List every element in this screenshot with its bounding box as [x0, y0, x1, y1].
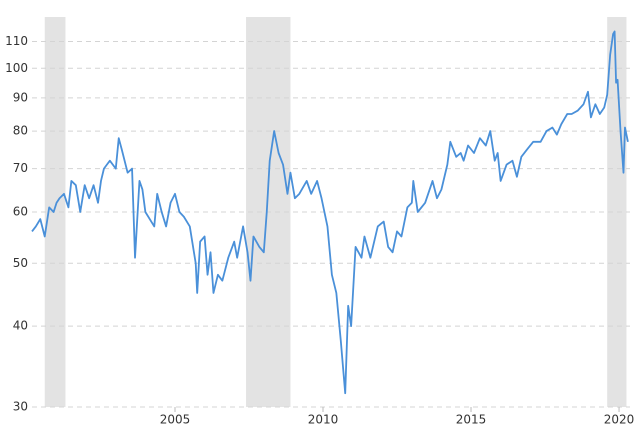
recession-band	[44, 17, 66, 407]
y-tick-label: 40	[13, 319, 28, 333]
y-tick-label: 50	[13, 256, 28, 270]
y-tick-label: 110	[5, 34, 28, 48]
x-tick-label: 2015	[456, 413, 487, 427]
y-tick-label: 60	[13, 205, 28, 219]
y-tick-label: 30	[13, 400, 28, 414]
y-tick-label: 80	[13, 124, 28, 138]
x-tick-label: 2005	[160, 413, 191, 427]
y-tick-label: 70	[13, 161, 28, 175]
recession-band	[607, 17, 627, 407]
y-tick-label: 100	[5, 61, 28, 75]
y-tick-label: 90	[13, 90, 28, 104]
series-line	[31, 30, 629, 395]
x-tick-label: 2010	[308, 413, 339, 427]
x-tick-label: 2020	[604, 413, 635, 427]
